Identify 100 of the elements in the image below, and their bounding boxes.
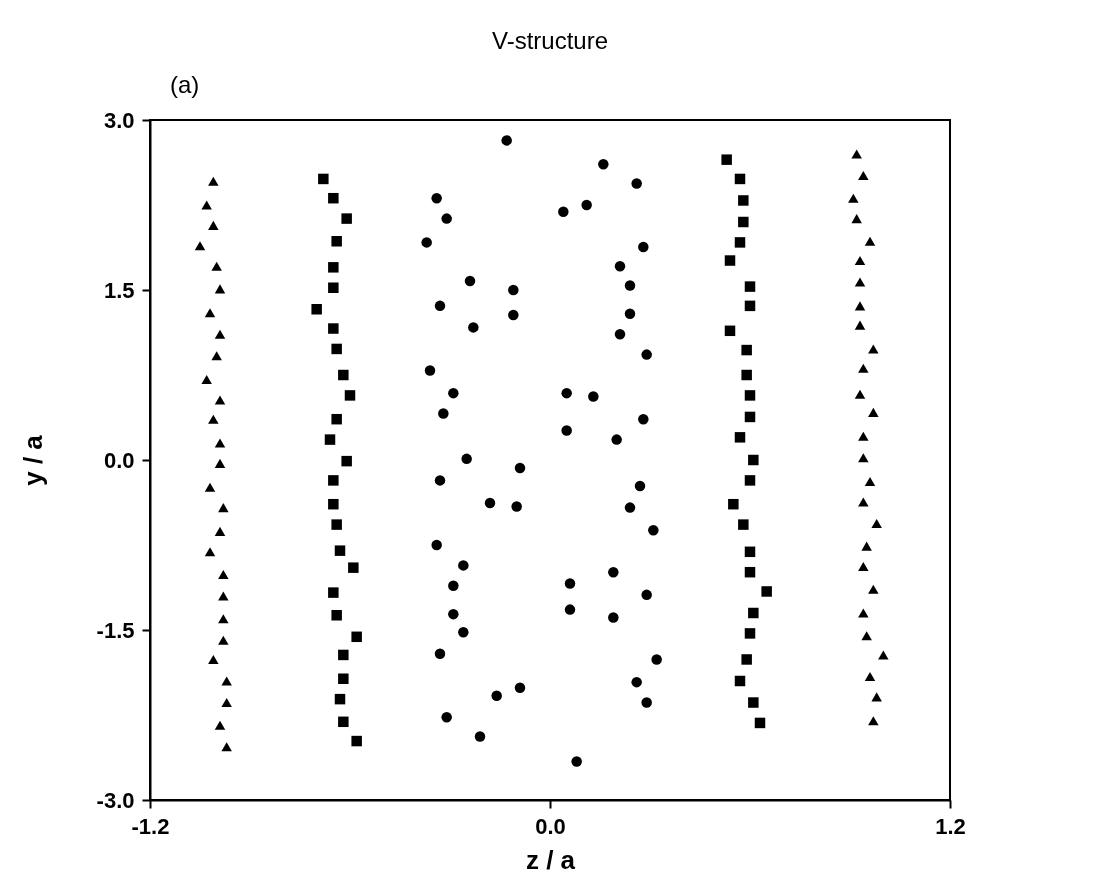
point <box>431 539 442 551</box>
point <box>624 308 636 320</box>
point <box>561 425 572 436</box>
point <box>748 454 759 466</box>
point <box>868 407 879 417</box>
point <box>214 284 226 294</box>
point <box>221 676 232 686</box>
point <box>611 434 622 445</box>
point <box>734 675 746 687</box>
y-tick-label: 1.5 <box>103 277 135 303</box>
point <box>194 241 206 251</box>
point <box>631 676 642 688</box>
point <box>434 475 446 486</box>
point <box>311 304 322 315</box>
point <box>864 671 876 682</box>
point <box>871 518 882 529</box>
point <box>514 682 526 694</box>
x-tick-label: 1.2 <box>935 813 966 839</box>
point <box>624 502 636 513</box>
point <box>501 135 512 146</box>
point <box>564 604 576 615</box>
point <box>511 501 522 512</box>
point <box>558 206 569 218</box>
point <box>638 241 649 253</box>
point <box>744 411 756 423</box>
point <box>858 431 869 441</box>
point <box>448 387 459 399</box>
point <box>431 192 442 204</box>
x-tick-label: -1.2 <box>131 813 170 839</box>
point <box>614 260 626 272</box>
point <box>218 503 229 513</box>
point <box>631 178 642 189</box>
point <box>208 176 219 186</box>
point <box>324 434 336 445</box>
point <box>208 654 219 665</box>
point <box>641 589 652 601</box>
point <box>744 566 756 578</box>
point <box>514 462 526 474</box>
point <box>724 255 736 266</box>
point <box>734 173 746 185</box>
point <box>728 498 739 510</box>
point <box>491 690 502 701</box>
point <box>588 391 599 402</box>
point <box>858 561 869 572</box>
point <box>721 154 732 165</box>
point <box>464 275 476 287</box>
point <box>738 216 749 228</box>
point <box>351 631 362 643</box>
point <box>634 480 646 492</box>
point <box>741 369 752 381</box>
point <box>854 301 866 311</box>
point <box>864 236 876 246</box>
point <box>458 560 469 571</box>
point <box>744 628 756 639</box>
point <box>468 322 479 333</box>
point <box>344 390 356 401</box>
text: (a) <box>170 71 200 98</box>
point <box>744 300 756 312</box>
point <box>868 584 879 594</box>
point <box>328 262 339 273</box>
point <box>608 566 619 578</box>
point <box>341 455 352 467</box>
y-tick-label: -3.0 <box>96 787 135 813</box>
point <box>741 654 752 665</box>
y-axis-title: y / a <box>17 434 48 486</box>
point <box>214 395 226 405</box>
point <box>474 731 486 742</box>
point <box>214 720 226 730</box>
point <box>854 389 866 399</box>
point <box>218 569 229 580</box>
point <box>214 458 226 468</box>
point <box>331 519 342 530</box>
point <box>754 717 766 729</box>
point <box>744 390 756 401</box>
point <box>641 349 652 360</box>
point <box>744 475 756 486</box>
point <box>328 587 339 598</box>
point <box>581 199 592 211</box>
point <box>448 608 459 620</box>
point <box>854 255 866 266</box>
point <box>864 476 876 487</box>
point <box>334 545 346 556</box>
point <box>738 519 749 530</box>
y-tick-label: -1.5 <box>96 617 135 643</box>
point <box>204 547 216 557</box>
point <box>608 612 619 623</box>
point <box>508 309 519 321</box>
point <box>861 631 872 641</box>
point <box>461 453 472 465</box>
point <box>214 329 226 339</box>
point <box>211 351 222 361</box>
point <box>328 282 339 293</box>
point <box>651 654 662 665</box>
point <box>744 281 756 292</box>
point <box>348 562 359 573</box>
point <box>204 308 216 318</box>
point <box>441 213 452 224</box>
point <box>221 742 232 752</box>
point <box>438 408 449 419</box>
point <box>218 591 229 601</box>
